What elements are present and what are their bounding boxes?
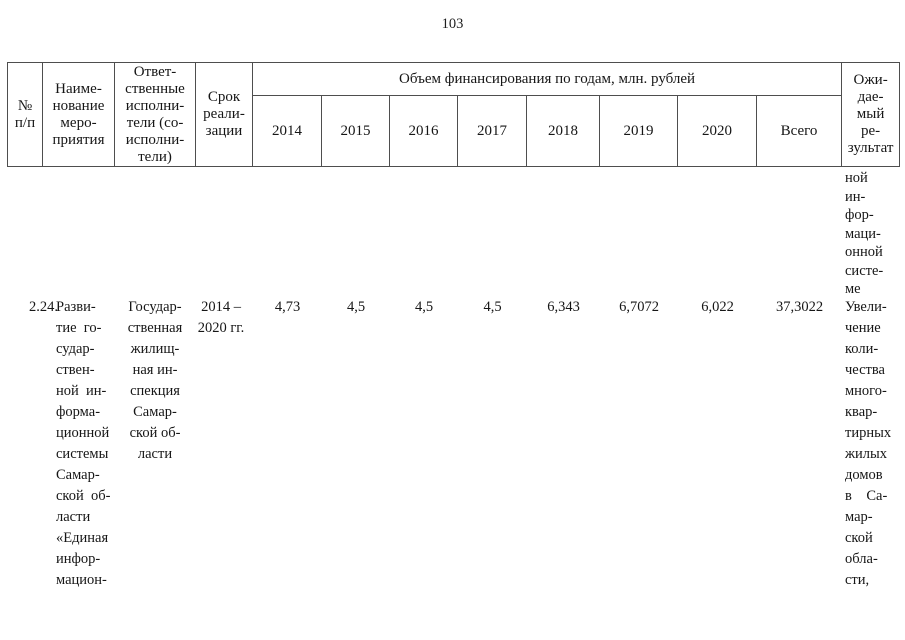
row-executors: Государ- ственная жилищ- ная ин- спекция… xyxy=(127,299,183,462)
col-header-total: Всего xyxy=(755,95,843,167)
row-value-2017: 4,5 xyxy=(483,299,502,315)
col-header-result: Ожи- дае- мый ре- зультат xyxy=(841,62,901,167)
row-expected-result: Увели- чение коли- чества много- квар- т… xyxy=(845,299,892,588)
col-header-name: Наиме- нование меро- приятия xyxy=(42,62,115,167)
col-header-year-2014: 2014 xyxy=(252,95,322,167)
col-header-year-2015: 2015 xyxy=(321,95,390,167)
col-header-num: № п/п xyxy=(7,62,43,167)
col-header-year-2020: 2020 xyxy=(677,95,757,167)
col-header-finance-group: Объем финансирования по годам, млн. рубл… xyxy=(251,62,843,96)
row-value-2014: 4,73 xyxy=(274,299,301,315)
page-number: 103 xyxy=(441,16,464,32)
col-header-executors: Ответ- ственные исполни- тели (со- испол… xyxy=(114,62,196,167)
row-measure-name: Разви- тие го- судар- ствен- ной ин- фор… xyxy=(56,299,111,588)
row-number: 2.24. xyxy=(29,299,58,315)
col-header-year-2017: 2017 xyxy=(457,95,527,167)
row-value-total: 37,3022 xyxy=(775,299,824,315)
finance-table-header: № п/п Наиме- нование меро- приятия Ответ… xyxy=(7,62,901,167)
row-value-2020: 6,022 xyxy=(701,299,734,315)
row-term: 2014 – 2020 гг. xyxy=(197,299,245,336)
row-value-2015: 4,5 xyxy=(346,299,366,315)
continuation-result-text: ной ин- фор- маци- онной систе- ме xyxy=(845,170,884,297)
col-header-year-2016: 2016 xyxy=(389,95,458,167)
row-value-2018: 6,343 xyxy=(547,299,580,315)
col-header-year-2018: 2018 xyxy=(526,95,600,167)
row-value-2016: 4,5 xyxy=(414,299,434,315)
col-header-year-2019: 2019 xyxy=(599,95,678,167)
row-value-2019: 6,7072 xyxy=(619,299,659,315)
col-header-term: Срок реали- зации xyxy=(195,62,253,167)
